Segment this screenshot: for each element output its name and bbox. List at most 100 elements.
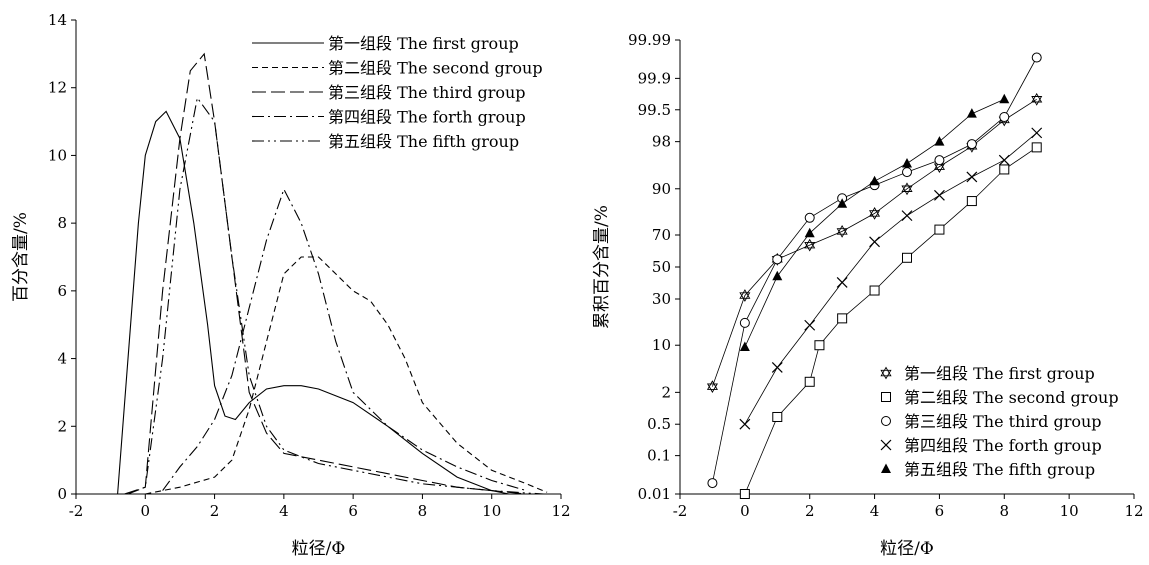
- c1-legend-label-1: 第一组段 The first group: [328, 34, 519, 53]
- c2-y-tick-label: 50: [652, 258, 671, 276]
- c2-legend-marker-2: [881, 392, 891, 402]
- c2-x-axis-label: 粒径/Φ: [880, 539, 934, 559]
- c2-point-3-4: [804, 212, 815, 223]
- c2-y-tick-label: 0.5: [647, 415, 671, 433]
- c2-y-tick-label: 99.9: [638, 69, 671, 87]
- c2-y-tick-label: 99.99: [628, 31, 671, 49]
- c1-y-tick-label: 14: [48, 11, 67, 29]
- c2-legend-label-3: 第三组段 The third group: [904, 412, 1102, 431]
- c2-axes: -2 0 2 4 6 8 10 12 0.01 0.1 0.5 2 10 30 50 70 90 98 99.5 99…: [628, 31, 1144, 520]
- c1-legend-label-2: 第二组段 The second group: [328, 59, 543, 78]
- c1-x-tick-label: 4: [279, 502, 289, 520]
- c2-y-tick-label: 0.1: [647, 447, 671, 465]
- c2-point-2-1: [739, 489, 750, 499]
- cumulative-probability-chart: -2 0 2 4 6 8 10 12 0.01 0.1 0.5 2 10 30 50 70 90 98 99.5 99…: [592, 31, 1144, 559]
- c2-point-2-7: [902, 252, 912, 263]
- c2-point-3-8: [934, 155, 945, 166]
- c2-point-1-6: [869, 206, 881, 220]
- c1-series: [110, 52, 548, 495]
- c2-x-tick-label: 2: [805, 502, 815, 520]
- c1-legend-label-3: 第三组段 The third group: [328, 83, 526, 102]
- c2-point-1-5: [836, 224, 848, 238]
- c2-point-5-3: [804, 227, 815, 238]
- c2-point-5-7: [934, 136, 945, 146]
- c1-y-axis-label: 百分含量/%: [11, 212, 31, 302]
- c2-point-2-2: [772, 411, 783, 422]
- c2-point-4-5: [869, 236, 880, 248]
- c2-point-5-8: [966, 108, 977, 118]
- c1-y-tick-label: 6: [57, 282, 67, 300]
- c2-series-line-1: [712, 98, 1037, 387]
- c1-series-line-3: [124, 52, 527, 495]
- c2-point-2-4: [814, 340, 825, 351]
- c2-legend: 第一组段 The first group 第二组段 The second grou…: [880, 364, 1119, 479]
- c2-x-tick-label: 10: [1060, 502, 1079, 520]
- c2-y-tick-label: 70: [652, 226, 671, 244]
- c1-y-tick-label: 10: [48, 146, 67, 164]
- c1-x-tick-label: 8: [418, 502, 428, 520]
- c2-point-1-1: [706, 380, 718, 393]
- c1-y-tick-label: 2: [57, 417, 67, 435]
- c2-series-line-4: [744, 132, 1037, 425]
- c2-legend-label-4: 第四组段 The forth group: [904, 436, 1102, 455]
- c2-x-tick-label: 0: [740, 502, 750, 520]
- c2-point-2-5: [837, 313, 848, 324]
- c2-y-tick-label: 10: [652, 336, 671, 354]
- c2-point-4-7: [934, 189, 945, 201]
- c1-legend-label-5: 第五组段 The fifth group: [328, 132, 519, 151]
- c2-point-3-1: [707, 478, 718, 489]
- c2-point-4-8: [966, 171, 978, 183]
- c2-legend-label-1: 第一组段 The first group: [904, 364, 1095, 383]
- c2-point-2-6: [869, 285, 880, 296]
- c2-x-tick-label: 8: [1000, 502, 1010, 520]
- c2-point-3-11: [1031, 52, 1042, 63]
- c1-y-tick-label: 8: [57, 214, 67, 232]
- c2-point-4-6: [901, 210, 913, 222]
- c2-point-2-8: [934, 224, 945, 235]
- c2-legend-marker-5: [881, 463, 891, 473]
- c2-point-3-9: [966, 139, 977, 150]
- c2-point-3-10: [999, 112, 1010, 123]
- c2-x-tick-label: 6: [935, 502, 945, 520]
- c1-series-line-1: [110, 110, 510, 495]
- c1-x-tick-label: 12: [551, 502, 570, 520]
- c2-y-tick-label: 2: [661, 383, 671, 401]
- c2-point-2-10: [999, 164, 1010, 175]
- c2-point-3-2: [739, 317, 750, 328]
- c2-legend-label-2: 第二组段 The second group: [904, 388, 1119, 407]
- c1-x-axis-label: 粒径/Φ: [292, 539, 346, 559]
- c2-point-3-7: [902, 167, 912, 178]
- c2-point-1-7: [901, 182, 913, 196]
- c2-point-2-3: [804, 376, 815, 387]
- c2-series: [706, 52, 1043, 499]
- c2-series-line-5: [744, 98, 1005, 348]
- c2-point-5-1: [739, 341, 750, 351]
- c2-point-5-4: [837, 198, 848, 208]
- c1-x-tick-label: -2: [69, 502, 84, 520]
- c2-y-tick-label: 98: [652, 133, 671, 151]
- c2-legend-marker-1: [880, 366, 892, 380]
- c1-legend: 第一组段 The first group 第二组段 The second grou…: [252, 34, 543, 151]
- c2-point-4-9: [998, 154, 1010, 166]
- c2-point-1-4: [804, 238, 816, 252]
- c2-y-tick-label: 30: [652, 290, 671, 308]
- c2-point-4-1: [739, 418, 751, 430]
- c2-point-1-11: [1031, 92, 1043, 106]
- c2-point-4-2: [771, 361, 783, 373]
- c2-point-1-2: [739, 289, 751, 302]
- c1-series-line-5: [127, 96, 544, 495]
- c1-y-tick-label: 4: [57, 350, 67, 368]
- c2-x-tick-label: 12: [1124, 502, 1143, 520]
- c1-x-tick-label: 10: [482, 502, 501, 520]
- c2-legend-marker-4: [880, 439, 892, 451]
- c2-point-2-9: [966, 196, 977, 207]
- c1-x-tick-label: 0: [141, 502, 151, 520]
- c2-legend-marker-3: [881, 416, 891, 426]
- c2-point-3-3: [772, 254, 783, 265]
- c1-x-tick-label: 2: [210, 502, 220, 520]
- c2-point-5-5: [869, 175, 880, 186]
- c2-x-tick-label: 4: [870, 502, 880, 520]
